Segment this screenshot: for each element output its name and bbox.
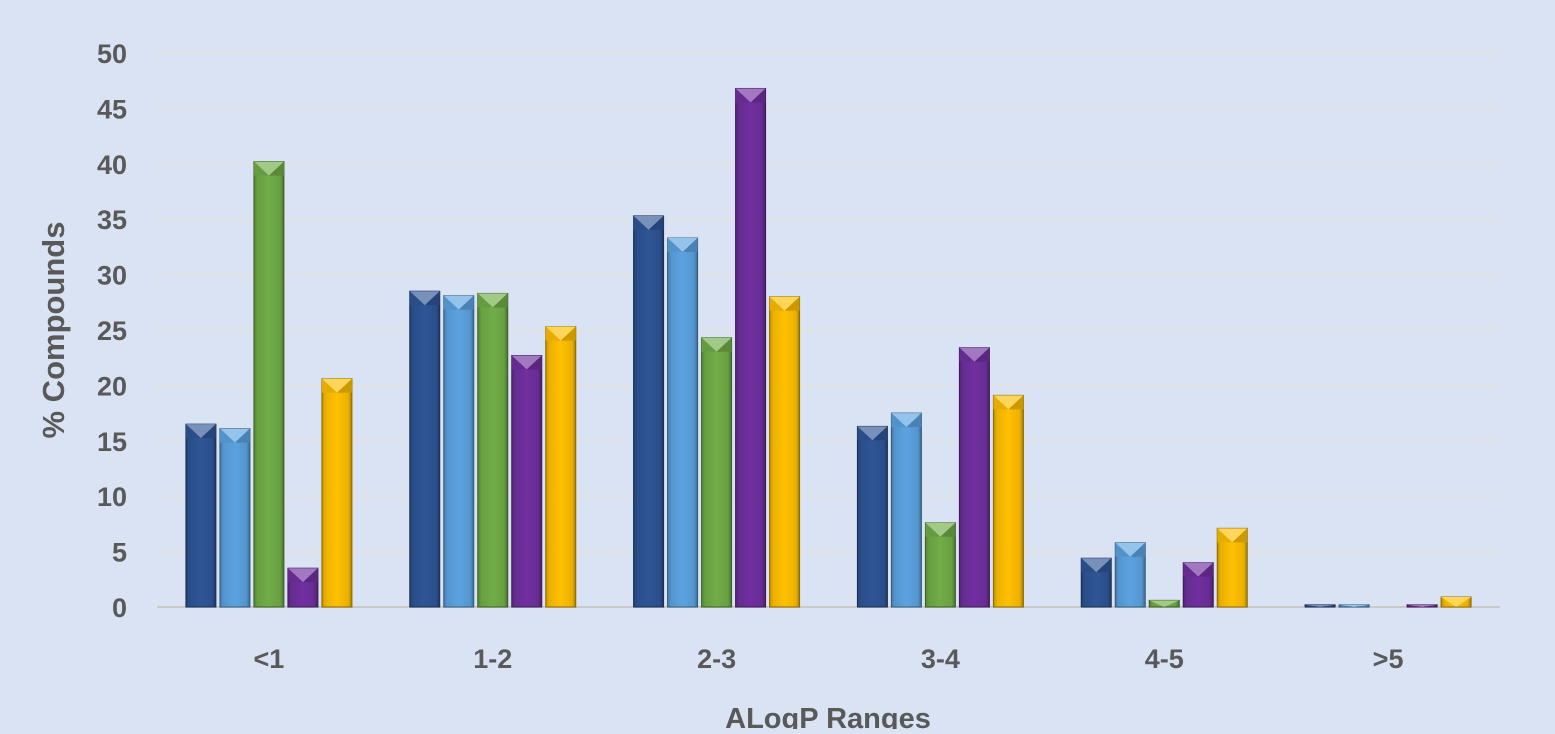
y-tick-label: 45: [97, 94, 127, 124]
y-tick-label: 50: [97, 39, 127, 69]
x-tick-label: >5: [1373, 644, 1404, 674]
bar: [219, 428, 251, 608]
bar: [1304, 604, 1336, 608]
y-axis-label: % Compounds: [36, 222, 71, 439]
bar: [924, 522, 956, 608]
x-axis-ticks: <1 1-2 2-3 3-4 4-5 >5: [254, 644, 1404, 674]
bar: [511, 354, 543, 608]
y-tick-label: 40: [97, 150, 127, 180]
x-tick-label: 1-2: [473, 644, 512, 674]
y-tick-label: 5: [112, 538, 127, 568]
y-tick-label: 30: [97, 261, 127, 291]
bar: [1216, 527, 1248, 608]
bar: [735, 87, 767, 608]
bars: [185, 87, 1472, 608]
bar: [992, 394, 1024, 608]
y-tick-label: 25: [97, 316, 127, 346]
x-tick-label: 3-4: [921, 644, 960, 674]
bar: [890, 412, 922, 608]
bar: [633, 215, 665, 608]
bar: [409, 290, 441, 608]
x-tick-label: <1: [254, 644, 285, 674]
y-tick-label: 15: [97, 427, 127, 457]
bar: [1406, 604, 1438, 608]
y-tick-label: 0: [112, 593, 127, 623]
bar: [701, 337, 733, 608]
gridlines: [157, 52, 1500, 608]
bar: [856, 425, 888, 608]
y-tick-label: 35: [97, 205, 127, 235]
bar: [958, 347, 990, 608]
x-tick-label: 4-5: [1145, 644, 1184, 674]
x-tick-label: 2-3: [697, 644, 736, 674]
bar: [1182, 562, 1214, 608]
bar: [545, 326, 577, 608]
bar: [287, 567, 319, 608]
bar: [443, 295, 475, 608]
bar: [769, 296, 801, 608]
bar: [185, 423, 217, 608]
bar: [1440, 596, 1472, 608]
y-tick-label: 20: [97, 371, 127, 401]
bar: [1148, 599, 1180, 608]
bar: [477, 292, 509, 608]
bar: [321, 378, 353, 608]
x-axis-label: ALogP Ranges: [725, 703, 931, 729]
y-axis-ticks: 0 5 10 15 20 25 30 35 40 45 50: [97, 39, 127, 623]
bar: [667, 237, 699, 608]
bar: [1114, 542, 1146, 608]
bar: [1338, 604, 1370, 608]
bar: [1080, 557, 1112, 608]
y-tick-label: 10: [97, 482, 127, 512]
bar: [253, 161, 285, 608]
